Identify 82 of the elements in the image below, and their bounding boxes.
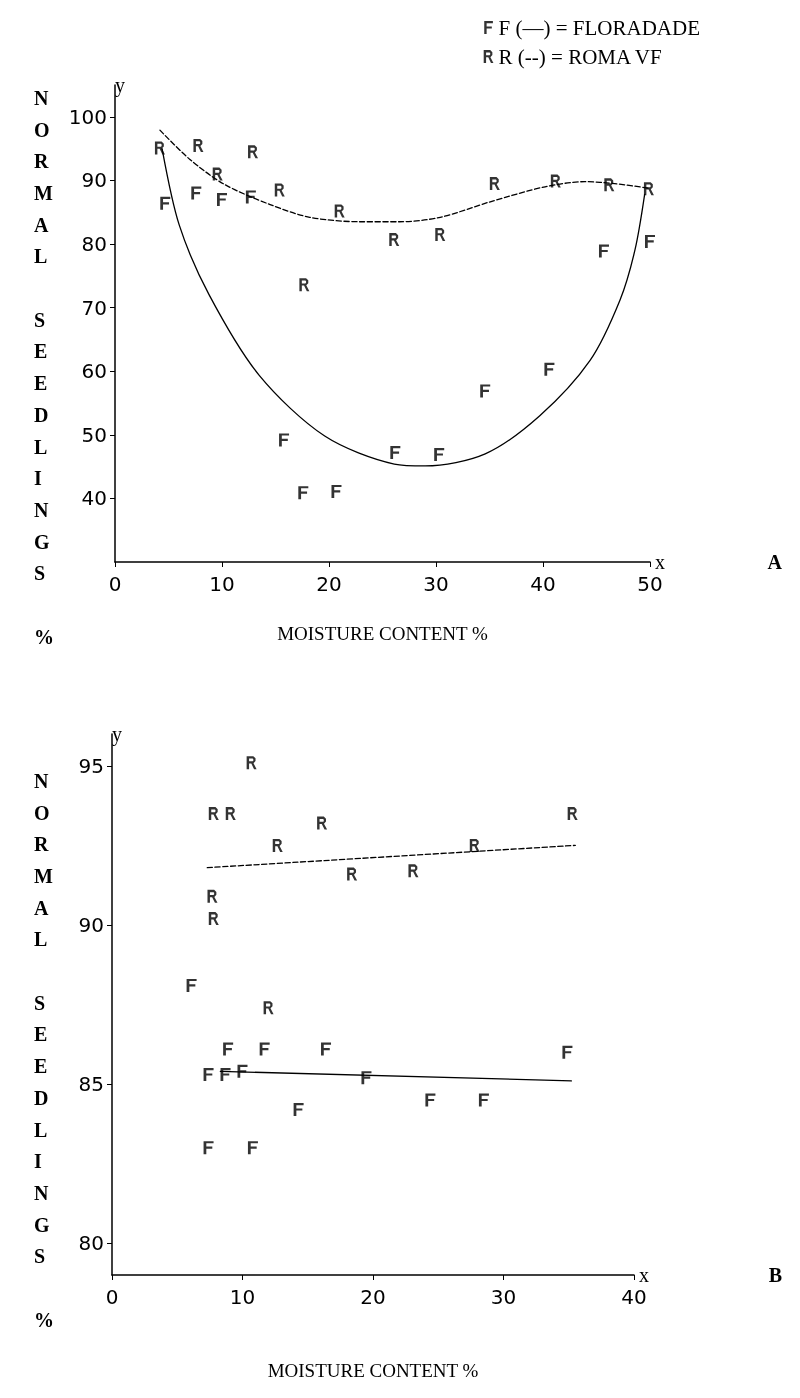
y-tick-label: 70: [81, 295, 107, 320]
point: [550, 174, 561, 188]
point: [247, 1141, 258, 1155]
point: [298, 486, 309, 500]
point: [246, 756, 257, 770]
point: [331, 484, 342, 498]
point: [480, 384, 491, 398]
point: [604, 178, 615, 192]
point: [334, 204, 345, 218]
point: [212, 167, 223, 181]
x-tick-label: 10: [209, 572, 235, 596]
point: [469, 838, 480, 852]
x-tick-label: 50: [637, 572, 663, 596]
point: [245, 190, 256, 204]
point: [263, 1001, 274, 1015]
x-tick-label: 30: [423, 572, 449, 596]
point: [203, 1068, 214, 1082]
point: [223, 1042, 234, 1056]
point: [408, 864, 419, 878]
y-tick-label: 100: [68, 104, 107, 129]
point: [321, 1042, 332, 1056]
text: NORMAL SEEDLINGS %: [34, 86, 54, 648]
point: [643, 182, 654, 196]
point: [272, 838, 283, 852]
point: [207, 889, 218, 903]
point: [390, 446, 401, 460]
text: B: [768, 1264, 782, 1286]
point: [299, 278, 310, 292]
point: [567, 807, 578, 821]
x-axis-title: MOISTURE CONTENT %: [277, 623, 489, 644]
point: [154, 141, 165, 155]
point: [389, 233, 400, 247]
x-tick-label: 0: [108, 572, 122, 596]
x-tick-label: 20: [316, 572, 342, 596]
point: [208, 807, 219, 821]
text: A: [767, 551, 783, 573]
text: x: [655, 551, 665, 573]
point: [489, 177, 500, 191]
point: [361, 1071, 372, 1085]
y-tick-label: 50: [81, 422, 107, 447]
point: [248, 145, 259, 159]
point: [208, 912, 219, 926]
annotation: y: [112, 723, 122, 746]
y-tick-label: 85: [78, 1072, 104, 1097]
point: [279, 433, 290, 447]
point: [317, 816, 328, 830]
point: [435, 227, 446, 241]
legend-label: F (—) = FLORADADE: [498, 15, 701, 40]
point: [220, 1068, 231, 1082]
y-tick-label: 90: [78, 912, 104, 937]
point: [562, 1045, 573, 1059]
point: [544, 362, 555, 376]
y-tick-label: 80: [78, 1231, 104, 1256]
x-tick-label: 40: [530, 572, 556, 596]
point: [225, 807, 236, 821]
y-tick-label: 90: [81, 168, 107, 193]
point: [425, 1093, 436, 1107]
point: [478, 1093, 489, 1107]
x-tick-label: 10: [229, 1285, 256, 1309]
point: [160, 196, 171, 210]
point: [191, 186, 202, 200]
point: [217, 192, 227, 206]
point: [293, 1103, 304, 1117]
x-axis-title: MOISTURE CONTENT %: [267, 1360, 479, 1381]
y-tick-label: 95: [78, 753, 104, 778]
x-tick-label: 40: [621, 1285, 647, 1309]
annotation: y: [115, 74, 125, 97]
text: NORMAL SEEDLINGS %: [34, 769, 54, 1331]
x-tick-label: 0: [105, 1285, 119, 1309]
point: [434, 448, 445, 462]
y-tick-label: 40: [81, 486, 107, 511]
x-tick-label: 30: [490, 1285, 517, 1309]
x-tick-label: 20: [360, 1285, 386, 1309]
point: [193, 138, 204, 152]
legend-label: R (--) = ROMA VF: [498, 44, 662, 69]
point: [274, 183, 285, 197]
y-tick-label: 60: [81, 359, 107, 384]
y-tick-label: 80: [81, 232, 107, 256]
text: x: [639, 1264, 649, 1286]
point: [598, 244, 609, 258]
point: [347, 867, 358, 881]
point: [645, 234, 655, 248]
